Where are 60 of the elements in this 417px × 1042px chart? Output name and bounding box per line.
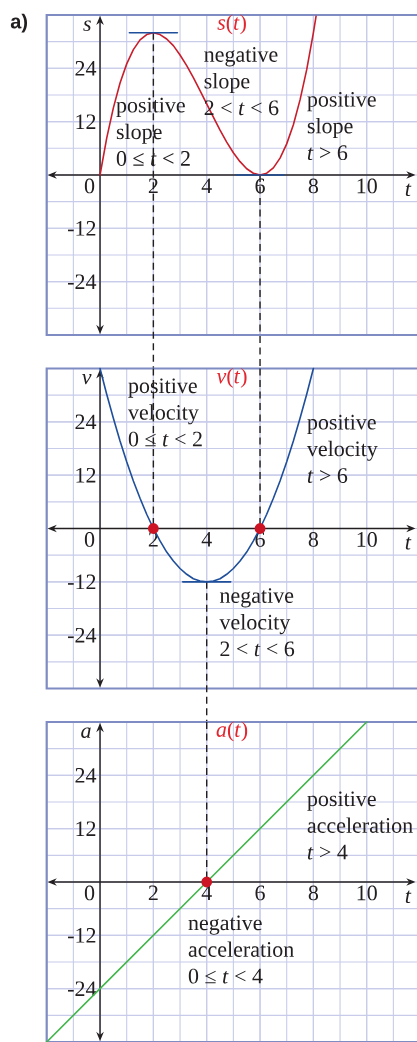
annotation: negative <box>204 47 278 67</box>
x-tick-label: 2 <box>148 178 158 194</box>
y-tick-label: -24 <box>68 627 97 643</box>
y-tick-label: -12 <box>68 928 96 943</box>
x-tick-label: 2 <box>148 885 158 901</box>
annotation: velocity <box>127 404 199 425</box>
annotation: negative <box>219 588 294 608</box>
y-axis-title: a <box>81 727 91 739</box>
x-tick-label: 8 <box>308 532 319 547</box>
x-tick-label: 6 <box>255 178 265 194</box>
annotation: 0 ≤ t < 4 <box>188 968 263 984</box>
y-tick-label: 12 <box>76 114 96 129</box>
x-tick-label: 4 <box>201 178 212 193</box>
annotation: 2 < t < 6 <box>220 641 295 657</box>
x-tick-label: 10 <box>357 532 377 547</box>
annotation: t > 6 <box>307 145 348 161</box>
chart-title: s(t) <box>217 14 246 35</box>
annotation: t > 6 <box>307 468 348 483</box>
annotation: slope <box>307 117 353 138</box>
x-tick-label: 10 <box>357 178 377 194</box>
x-tick-label: 8 <box>308 178 319 194</box>
x-tick-label: 4 <box>201 885 212 900</box>
y-tick-label: -12 <box>68 574 96 590</box>
y-tick-label: -12 <box>68 221 96 236</box>
y-tick-label: 24 <box>75 414 97 430</box>
x-tick-label: 4 <box>201 532 212 547</box>
y-axis-title: s <box>83 20 91 32</box>
y-tick-label: 12 <box>76 467 96 483</box>
annotation: slope <box>204 73 250 94</box>
text: a) <box>10 13 28 33</box>
x-tick-label: 0 <box>84 532 95 547</box>
y-tick-label: -24 <box>68 981 97 996</box>
annotation: positive <box>307 91 376 112</box>
annotation: positive <box>307 414 376 435</box>
annotation: negative <box>188 915 262 935</box>
chart-title: a(t) <box>216 721 248 742</box>
y-tick-label: 12 <box>76 821 96 836</box>
x-axis-title: t <box>405 890 412 904</box>
annotation: positive <box>307 791 376 811</box>
x-tick-label: 0 <box>84 178 95 194</box>
y-tick-label: 24 <box>75 768 97 783</box>
x-axis-title: t <box>405 183 412 197</box>
x-tick-label: 10 <box>357 885 377 901</box>
annotation: acceleration <box>307 817 413 833</box>
annotation: slope <box>116 123 162 144</box>
y-tick-label: 24 <box>75 61 97 76</box>
annotation: t > 4 <box>307 844 348 860</box>
annotation: velocity <box>306 440 378 461</box>
annotation: velocity <box>219 614 291 635</box>
y-axis-title: v <box>82 373 92 385</box>
x-axis-title: t <box>405 536 412 550</box>
x-tick-label: 8 <box>308 885 319 901</box>
y-tick-label: -24 <box>68 274 97 289</box>
x-tick-label: 0 <box>84 885 95 901</box>
annotation: acceleration <box>188 941 294 957</box>
x-tick-label: 6 <box>255 885 265 901</box>
annotation: positive <box>128 378 197 398</box>
chart-title: v(t) <box>216 367 247 388</box>
annotation: 0 ≤ t < 2 <box>116 151 190 166</box>
annotation: positive <box>116 97 185 118</box>
